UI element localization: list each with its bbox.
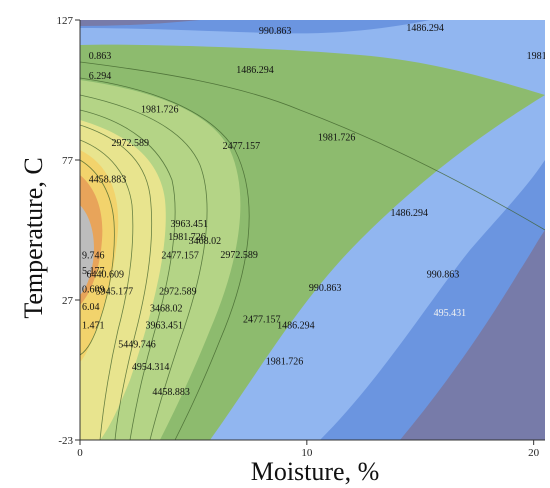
contour-label: 990.863: [427, 270, 460, 281]
contour-label: 4458.883: [89, 174, 127, 185]
y-axis-title: Temperature, C: [19, 157, 48, 318]
contour-label: 3468.02: [150, 303, 183, 314]
contour-label: 4954.314: [132, 362, 170, 373]
contour-label: 3468.02: [189, 236, 222, 247]
contour-labels: 495.431 990.863 1486.294 1981.726 0.863 6.294…: [82, 12, 550, 398]
plot-area: 495.431 990.863 1486.294 1981.726 0.863 6.294…: [80, 12, 550, 440]
x-axis-title: Moisture, %: [251, 457, 380, 486]
contour-label: 3963.451: [170, 219, 208, 230]
y-tick-label: -23: [58, 435, 73, 447]
x-tick-label: 10: [301, 447, 313, 459]
x-tick-label: 20: [528, 447, 540, 459]
band-dark-top: [80, 20, 200, 26]
contour-label: 5449.746: [118, 340, 156, 351]
contour-label: 495.431: [434, 308, 467, 319]
contour-line: [80, 124, 152, 440]
y-tick-label: 127: [57, 15, 74, 27]
contour-label: 1486.294: [236, 65, 274, 76]
y-tick-label: 77: [62, 155, 74, 167]
contour-label: 1981.726: [318, 132, 356, 143]
contour-label: 2477.157: [243, 314, 280, 325]
y-tick-label: 27: [62, 295, 74, 307]
band-dark-right: [400, 230, 545, 440]
contour-label: 2477.157: [223, 141, 261, 152]
contour-label: 0.609: [82, 285, 105, 296]
contour-label: 4458.883: [152, 387, 190, 398]
contour-line: [80, 159, 115, 356]
contour-label: 3963.451: [146, 320, 184, 331]
contour-label: 1486.294: [390, 208, 428, 219]
contour-label: 6440.609: [87, 270, 125, 281]
x-tick-label: 0: [77, 447, 83, 459]
contour-label: 495.431: [102, 12, 135, 23]
contour-label: 990.863: [259, 26, 292, 37]
contour-line: [80, 139, 134, 440]
contour-label: 6.04: [82, 302, 100, 313]
contour-label: 6.294: [89, 71, 112, 82]
contour-line: [80, 94, 208, 440]
contour-line: [80, 109, 176, 440]
contour-label: 1981.726: [168, 232, 206, 243]
contour-label: 1981.726: [141, 104, 179, 115]
contour-label: 1981.726: [266, 356, 304, 367]
contour-label: 5945.177: [96, 286, 134, 297]
contour-label: 5.177: [82, 266, 105, 277]
axes: -23 27 77 127 0 10 20: [57, 15, 545, 459]
contour-label: 1486.294: [406, 23, 444, 34]
contour-label: 2972.589: [220, 250, 257, 261]
contour-label: 2972.589: [111, 138, 149, 149]
contour-lines: [80, 61, 545, 440]
contour-fills: [80, 20, 545, 440]
contour-line: [80, 77, 250, 440]
band-blue-top: [80, 20, 430, 34]
contour-label: 1.471: [82, 320, 105, 331]
contour-label: 1486.294: [277, 320, 315, 331]
contour-label: 1981.726: [527, 51, 550, 62]
contour-label: 2477.157: [161, 251, 199, 262]
contour-label: 9.746: [82, 251, 105, 262]
band-gray-hole: [80, 205, 94, 295]
contour-label: 0.863: [89, 51, 112, 62]
contour-label: 2972.589: [159, 286, 197, 297]
contour-label: 990.863: [309, 283, 342, 294]
band-light-blue-top: [80, 20, 545, 95]
contour-line: [80, 61, 545, 231]
